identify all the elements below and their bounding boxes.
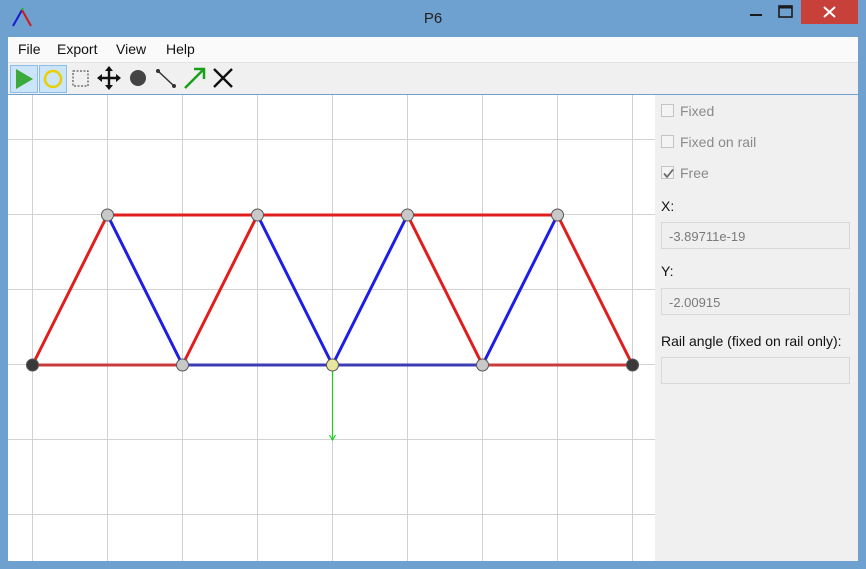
x-label: X: <box>661 198 675 214</box>
add-node-tool[interactable] <box>125 65 153 93</box>
rail-angle-field[interactable] <box>661 357 850 384</box>
maximize-icon[interactable] <box>772 0 800 24</box>
truss-app-icon <box>12 8 32 27</box>
run-tool[interactable] <box>10 65 38 93</box>
menu-bar: File Export View Help <box>8 37 858 63</box>
truss-drawing[interactable] <box>8 95 655 561</box>
free-checkbox[interactable] <box>661 166 674 179</box>
fixed-label: Fixed <box>680 103 715 119</box>
close-icon[interactable] <box>801 0 858 24</box>
truss-members <box>31 213 634 367</box>
force-vectors <box>328 365 337 442</box>
truss-member <box>556 213 634 367</box>
truss-nodes <box>26 208 639 372</box>
filled-circle-icon <box>130 70 146 86</box>
truss-member <box>256 213 334 367</box>
add-force-tool[interactable] <box>182 65 210 93</box>
y-field[interactable]: -2.00915 <box>661 288 850 315</box>
minimize-icon[interactable] <box>742 0 772 24</box>
force-arrow-head <box>328 434 337 442</box>
truss-canvas[interactable] <box>8 95 655 561</box>
toolbar <box>8 63 858 94</box>
move-arrows-icon <box>97 66 121 90</box>
free-node <box>251 208 264 222</box>
move-tool[interactable] <box>96 65 124 93</box>
truss-member <box>106 213 184 367</box>
window-title: P6 <box>423 10 443 27</box>
fixed-on-rail-label: Fixed on rail <box>680 134 757 150</box>
free-node <box>176 358 189 372</box>
menu-help[interactable]: Help <box>166 41 195 57</box>
free-node <box>401 208 414 222</box>
x-field[interactable]: -3.89711e-19 <box>661 222 850 249</box>
menu-view[interactable]: View <box>116 41 147 57</box>
add-beam-tool[interactable] <box>153 65 181 93</box>
select-node-tool[interactable] <box>39 65 67 93</box>
fixed-on-rail-checkbox[interactable] <box>661 135 674 148</box>
free-node <box>551 208 564 222</box>
truss-member <box>31 213 109 367</box>
delete-tool[interactable] <box>210 65 238 93</box>
fixed-node <box>626 358 639 372</box>
play-icon <box>16 69 33 89</box>
y-label: Y: <box>661 263 674 279</box>
fixed-checkbox[interactable] <box>661 104 674 117</box>
free-node <box>476 358 489 372</box>
circle-outline-icon <box>43 69 63 89</box>
menu-export[interactable]: Export <box>57 41 98 57</box>
truss-member <box>181 213 259 367</box>
title-bar[interactable]: P6 <box>0 0 866 37</box>
line-icon <box>156 69 176 88</box>
fixed-node <box>26 358 39 372</box>
truss-member <box>481 213 559 367</box>
box-select-tool[interactable] <box>68 65 96 93</box>
rail-angle-label: Rail angle (fixed on rail only): <box>661 333 842 349</box>
free-label: Free <box>680 165 709 181</box>
truss-member <box>331 213 409 367</box>
menu-file[interactable]: File <box>18 41 41 57</box>
arrow-icon <box>184 67 206 89</box>
checkmark-icon <box>663 168 674 179</box>
x-icon <box>213 68 233 88</box>
free-node <box>101 208 114 222</box>
dashed-rectangle-icon <box>72 70 89 87</box>
node-properties-panel: Fixed Fixed on rail Free X: -3.89711e-19… <box>655 95 858 561</box>
selected-node <box>326 358 339 372</box>
grid-lines <box>8 95 655 561</box>
truss-member <box>406 213 484 367</box>
